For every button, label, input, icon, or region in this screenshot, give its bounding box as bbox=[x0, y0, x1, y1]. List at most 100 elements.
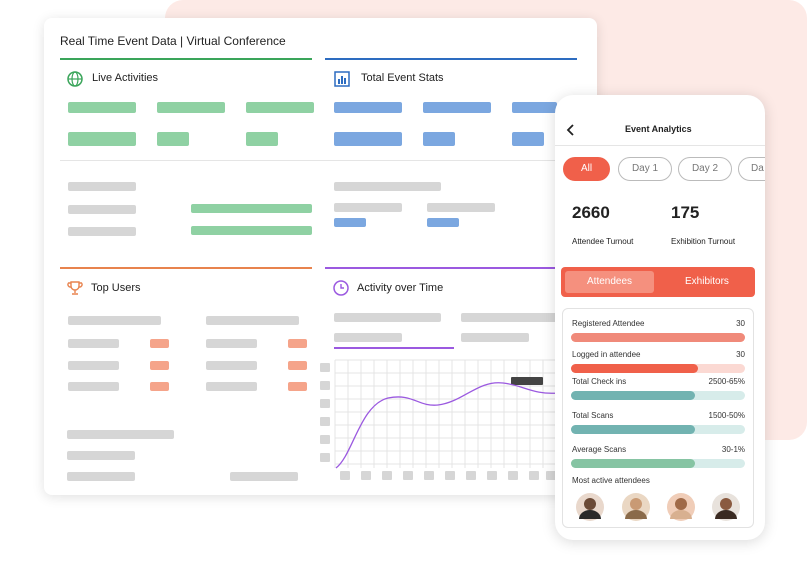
icon-stats bbox=[334, 71, 350, 87]
shape bbox=[344, 78, 346, 84]
metric-track bbox=[571, 425, 745, 434]
shape bbox=[508, 471, 518, 480]
shape bbox=[68, 361, 119, 370]
shape bbox=[68, 205, 136, 214]
shape bbox=[571, 459, 695, 468]
shape bbox=[715, 510, 737, 519]
shape bbox=[584, 498, 596, 510]
shape bbox=[424, 471, 434, 480]
back-arrow[interactable] bbox=[566, 124, 576, 136]
toggle-label[interactable]: Attendees bbox=[587, 276, 633, 287]
day-tab[interactable]: Da bbox=[738, 157, 765, 181]
shape bbox=[68, 182, 136, 191]
day-tab[interactable]: All bbox=[563, 157, 610, 181]
shape bbox=[341, 76, 343, 84]
divider bbox=[60, 160, 577, 161]
shape bbox=[334, 333, 402, 342]
toggle-label[interactable]: Exhibitors bbox=[685, 276, 729, 287]
shape bbox=[334, 182, 441, 191]
metric-label: Average Scans bbox=[572, 445, 627, 454]
shape bbox=[461, 313, 561, 322]
shape bbox=[335, 359, 558, 465]
shape bbox=[320, 453, 330, 462]
shape bbox=[427, 218, 459, 227]
shape bbox=[68, 102, 136, 113]
icon-trophy bbox=[67, 281, 83, 295]
shape bbox=[571, 364, 698, 373]
divider bbox=[325, 58, 577, 60]
metric-track bbox=[571, 391, 745, 400]
shape bbox=[487, 471, 497, 480]
toggle-active[interactable] bbox=[565, 271, 654, 293]
shape bbox=[206, 361, 257, 370]
shape bbox=[191, 226, 312, 235]
dashboard-title: Real Time Event Data | Virtual Conferenc… bbox=[60, 34, 286, 48]
metric-value: 30-1% bbox=[721, 445, 745, 454]
phone-title: Event Analytics bbox=[625, 124, 692, 134]
shape bbox=[320, 399, 330, 408]
shape bbox=[157, 132, 189, 146]
shape bbox=[246, 102, 314, 113]
metrics-card bbox=[562, 308, 754, 528]
shape bbox=[361, 471, 371, 480]
shape bbox=[206, 316, 299, 325]
shape bbox=[340, 471, 350, 480]
shape bbox=[529, 471, 539, 480]
shape bbox=[334, 359, 558, 468]
metric-value: 2500-65% bbox=[708, 377, 745, 386]
metric-label: Total Check ins bbox=[572, 377, 627, 386]
shape bbox=[667, 493, 695, 521]
shape bbox=[150, 339, 169, 348]
shape bbox=[445, 471, 455, 480]
shape bbox=[320, 435, 330, 444]
shape bbox=[68, 227, 136, 236]
shape bbox=[423, 132, 455, 146]
stat-value: 2660 bbox=[572, 203, 610, 222]
shape bbox=[334, 102, 402, 113]
shape bbox=[334, 218, 366, 227]
shape bbox=[68, 339, 119, 348]
shape bbox=[571, 391, 695, 400]
shape bbox=[206, 382, 257, 391]
shape bbox=[712, 493, 740, 521]
shape bbox=[334, 203, 402, 212]
stat-value: 175 bbox=[671, 203, 700, 222]
shape bbox=[566, 124, 574, 136]
metric-value: 30 bbox=[736, 350, 745, 359]
shape bbox=[320, 417, 330, 426]
shape bbox=[288, 339, 307, 348]
stat-label: Exhibition Turnout bbox=[671, 237, 736, 246]
shape bbox=[68, 316, 161, 325]
shape bbox=[546, 471, 556, 480]
shape bbox=[191, 204, 312, 213]
shape bbox=[576, 493, 604, 521]
shape bbox=[511, 377, 543, 385]
shape bbox=[622, 493, 650, 521]
shape bbox=[512, 102, 557, 113]
shape bbox=[334, 313, 441, 322]
shape bbox=[579, 510, 601, 519]
avatars bbox=[576, 493, 740, 521]
shape bbox=[206, 339, 257, 348]
shape bbox=[320, 381, 330, 390]
shape bbox=[320, 363, 556, 480]
icon-clock bbox=[333, 280, 349, 296]
shape bbox=[67, 451, 135, 460]
shape bbox=[466, 471, 476, 480]
day-tab[interactable]: Day 1 bbox=[618, 157, 672, 181]
shape bbox=[68, 382, 119, 391]
shape bbox=[720, 498, 732, 510]
metric-track bbox=[571, 459, 745, 468]
activity-chart bbox=[320, 359, 558, 480]
shape bbox=[333, 280, 349, 296]
shape bbox=[335, 382, 558, 469]
shape bbox=[67, 472, 135, 481]
day-tab[interactable]: Day 2 bbox=[678, 157, 732, 181]
shape bbox=[382, 471, 392, 480]
shape bbox=[150, 382, 169, 391]
metric-value: 30 bbox=[736, 319, 745, 328]
shape bbox=[338, 79, 340, 84]
metric-label: Total Scans bbox=[572, 411, 614, 420]
shape bbox=[423, 102, 491, 113]
